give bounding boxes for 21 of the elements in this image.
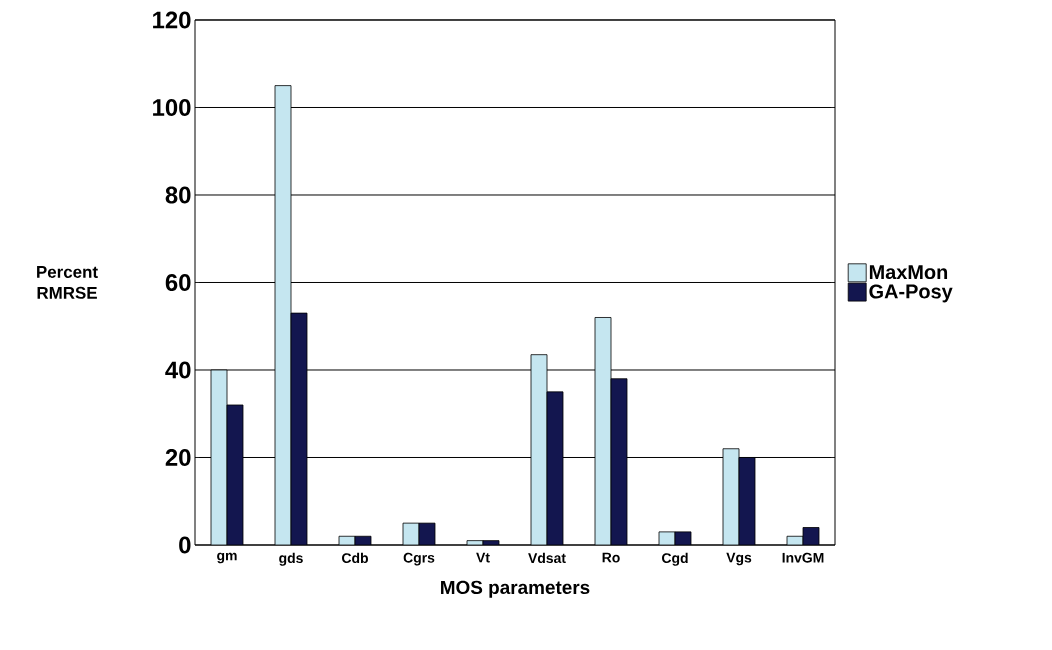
y-tick-label: 0 [179, 536, 191, 554]
y-tick-label: 100 [153, 99, 191, 116]
x-tick-label: Cdb [342, 552, 368, 564]
y-tick-label: 120 [153, 11, 191, 29]
x-tick-label: gm [217, 552, 237, 564]
x-tick-label: Cgd [662, 552, 688, 566]
x-tick-label: Ro [602, 552, 620, 563]
x-tick-label: InvGM [782, 552, 824, 563]
legend-label: MaxMon [869, 265, 948, 280]
y-tick-label: 20 [165, 449, 191, 466]
y-axis-title: Percent RMRSE [37, 266, 98, 299]
y-tick-label: 60 [165, 274, 191, 291]
x-tick-label: Vgs [726, 552, 752, 566]
y-tick-label: 80 [165, 186, 191, 204]
x-tick-label: Cgrs [403, 552, 435, 566]
x-axis-title: MOS parameters [441, 580, 590, 598]
legend-label: GA-Posy [869, 284, 953, 303]
y-tick-label: 40 [165, 361, 191, 379]
x-tick-label: gds [279, 552, 303, 566]
x-tick-label: Vdsat [528, 552, 566, 564]
x-tick-label: Vt [476, 552, 490, 563]
